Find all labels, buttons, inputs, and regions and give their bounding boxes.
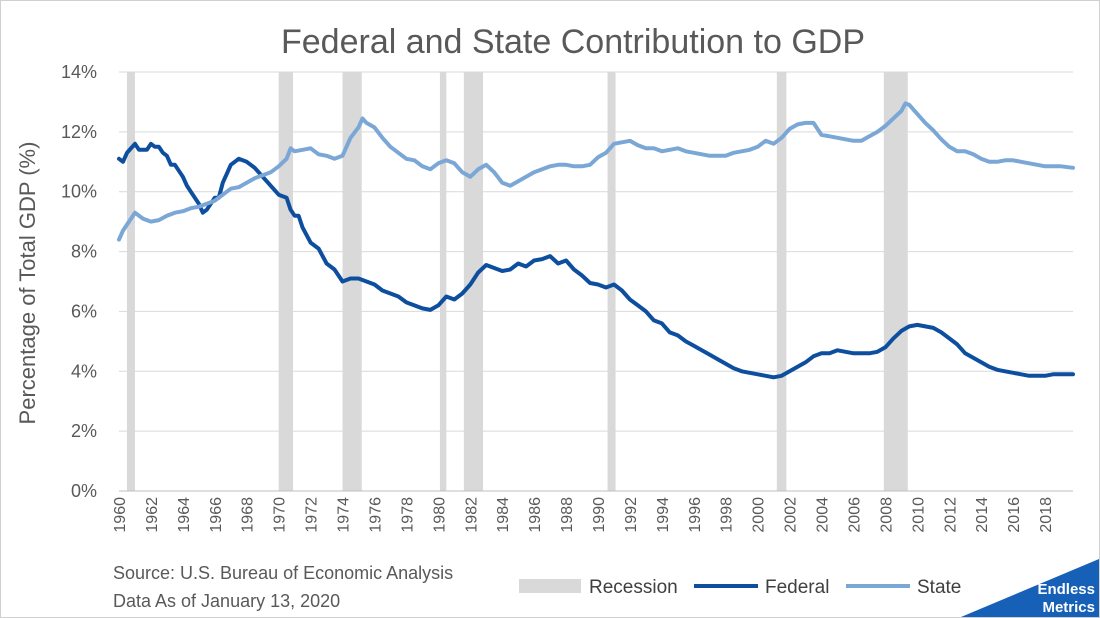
recession-band-4 bbox=[439, 72, 447, 491]
x-tick-2004: 2004 bbox=[815, 497, 832, 533]
y-tick-labels: 0% 2% 4% 6% 8% 10% 12% 14% bbox=[61, 62, 97, 501]
x-tick-2006: 2006 bbox=[846, 497, 863, 533]
x-tick-1980: 1980 bbox=[431, 497, 448, 533]
x-tick-1966: 1966 bbox=[208, 497, 225, 533]
x-tick-2016: 2016 bbox=[1006, 497, 1023, 533]
x-tick-1978: 1978 bbox=[399, 497, 416, 533]
data-date-note: Data As of January 13, 2020 bbox=[113, 591, 340, 611]
x-tick-1976: 1976 bbox=[367, 497, 384, 533]
series-state-line bbox=[117, 101, 1075, 242]
x-tick-1984: 1984 bbox=[495, 497, 512, 533]
legend-recession-swatch bbox=[519, 579, 581, 593]
x-tick-2018: 2018 bbox=[1038, 497, 1055, 533]
x-tick-1988: 1988 bbox=[559, 497, 576, 533]
source-note: Source: U.S. Bureau of Economic Analysis bbox=[113, 563, 453, 583]
logo-text-line1: Endless bbox=[1037, 581, 1095, 598]
y-axis-label: Percentage of Total GDP (%) bbox=[15, 142, 40, 425]
legend: Recession Federal State bbox=[519, 577, 961, 598]
endless-metrics-logo: Endless Metrics bbox=[961, 559, 1099, 617]
x-tick-2014: 2014 bbox=[974, 497, 991, 533]
x-tick-1982: 1982 bbox=[463, 497, 480, 533]
series-lines bbox=[117, 101, 1075, 380]
legend-state-label: State bbox=[917, 577, 961, 598]
recession-band-6 bbox=[607, 72, 616, 491]
series-federal-line bbox=[117, 141, 1075, 380]
recession-band-2 bbox=[278, 72, 294, 491]
x-tick-2000: 2000 bbox=[751, 497, 768, 533]
y-tick-10pct: 10% bbox=[61, 182, 97, 202]
y-tick-4pct: 4% bbox=[71, 361, 97, 381]
recession-band-7 bbox=[776, 72, 787, 491]
legend-federal-label: Federal bbox=[765, 577, 829, 598]
logo-text-line2: Metrics bbox=[1042, 599, 1095, 616]
logo-triangle bbox=[961, 559, 1099, 617]
x-tick-1968: 1968 bbox=[240, 497, 257, 533]
gridlines bbox=[119, 71, 1073, 432]
recession-band-3 bbox=[342, 72, 362, 491]
x-tick-1960: 1960 bbox=[112, 497, 129, 533]
chart-title: Federal and State Contribution to GDP bbox=[281, 23, 865, 61]
x-tick-1992: 1992 bbox=[623, 497, 640, 533]
x-tick-1998: 1998 bbox=[719, 497, 736, 533]
recession-band-8 bbox=[883, 72, 908, 491]
x-tick-1986: 1986 bbox=[527, 497, 544, 533]
y-tick-0pct: 0% bbox=[71, 481, 97, 501]
recession-band-1 bbox=[126, 72, 135, 491]
x-tick-labels: 1960 1962 1964 1966 1968 1970 1972 1974 1976 1978… bbox=[112, 497, 1055, 533]
x-tick-1964: 1964 bbox=[176, 497, 193, 533]
recession-bands bbox=[126, 72, 908, 491]
legend-recession-label: Recession bbox=[589, 577, 678, 598]
x-tick-2012: 2012 bbox=[942, 497, 959, 533]
x-tick-1990: 1990 bbox=[591, 497, 608, 533]
x-tick-2002: 2002 bbox=[783, 497, 800, 533]
x-tick-1996: 1996 bbox=[687, 497, 704, 533]
x-tick-2008: 2008 bbox=[878, 497, 895, 533]
y-tick-14pct: 14% bbox=[61, 62, 97, 82]
y-tick-12pct: 12% bbox=[61, 122, 97, 142]
y-tick-6pct: 6% bbox=[71, 301, 97, 321]
x-tick-1994: 1994 bbox=[655, 497, 672, 533]
y-tick-8pct: 8% bbox=[71, 242, 97, 262]
y-tick-2pct: 2% bbox=[71, 421, 97, 441]
x-tick-1962: 1962 bbox=[144, 497, 161, 533]
x-tick-1974: 1974 bbox=[336, 497, 353, 533]
x-tick-1970: 1970 bbox=[272, 497, 289, 533]
x-tick-1972: 1972 bbox=[304, 497, 321, 533]
x-tick-2010: 2010 bbox=[910, 497, 927, 533]
